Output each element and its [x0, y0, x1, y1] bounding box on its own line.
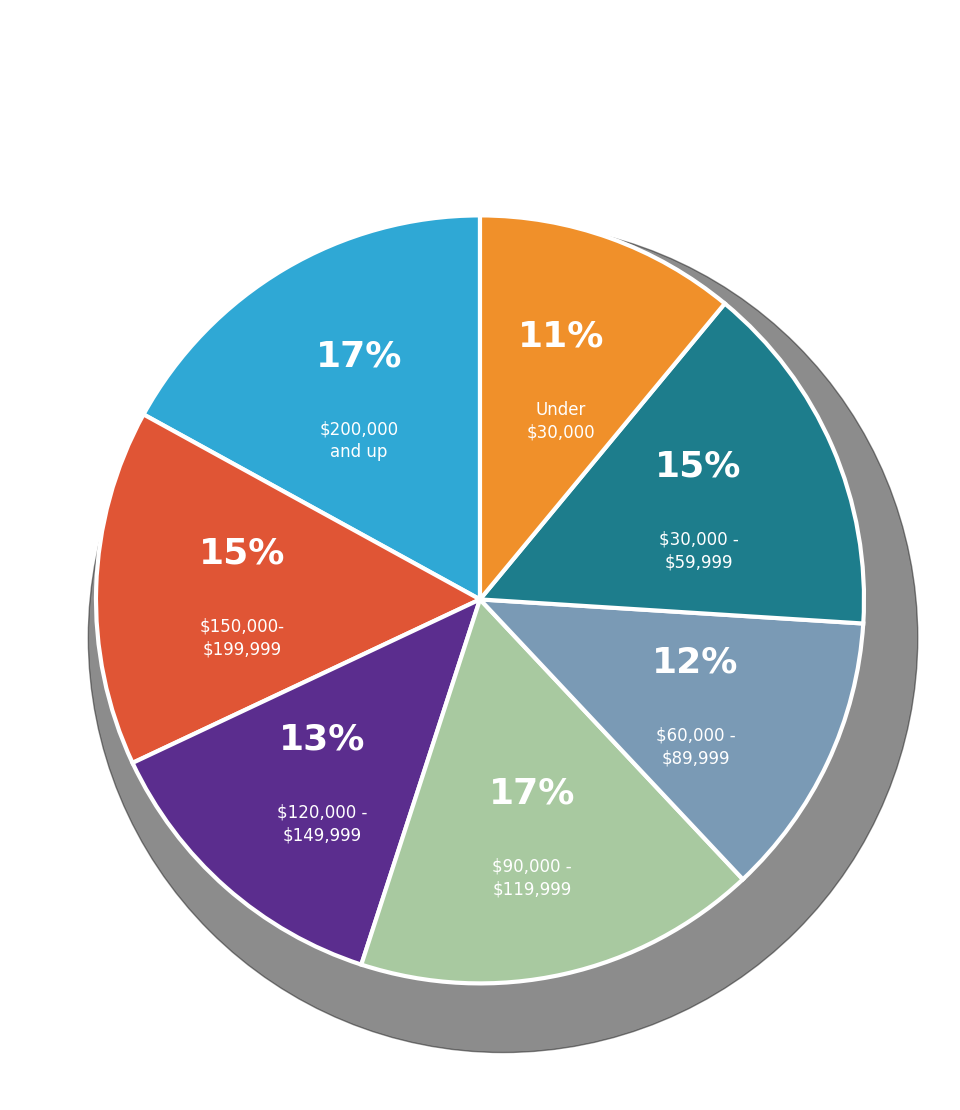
Wedge shape [480, 303, 864, 624]
Text: 2024: 2024 [447, 77, 513, 101]
Text: 11%: 11% [517, 320, 604, 354]
Wedge shape [480, 215, 725, 599]
Circle shape [88, 223, 918, 1052]
Text: Breakdown of Students by Income: Breakdown of Students by Income [225, 29, 735, 56]
Text: 13%: 13% [279, 723, 366, 757]
Text: $150,000-
$199,999: $150,000- $199,999 [200, 617, 284, 658]
Text: $90,000 -
$119,999: $90,000 - $119,999 [492, 857, 572, 898]
Text: $60,000 -
$89,999: $60,000 - $89,999 [656, 726, 735, 767]
Text: 17%: 17% [316, 339, 402, 373]
Text: 17%: 17% [489, 776, 575, 810]
Wedge shape [132, 599, 480, 965]
Text: Under
$30,000: Under $30,000 [526, 401, 595, 442]
Wedge shape [361, 599, 743, 983]
Text: $200,000
and up: $200,000 and up [320, 420, 398, 461]
Wedge shape [143, 215, 480, 599]
Wedge shape [96, 414, 480, 763]
Wedge shape [480, 599, 863, 879]
Text: $30,000 -
$59,999: $30,000 - $59,999 [659, 531, 738, 572]
Text: 15%: 15% [656, 450, 742, 484]
Text: $120,000 -
$149,999: $120,000 - $149,999 [277, 804, 368, 845]
Text: 12%: 12% [652, 645, 738, 679]
Text: 15%: 15% [199, 536, 285, 571]
